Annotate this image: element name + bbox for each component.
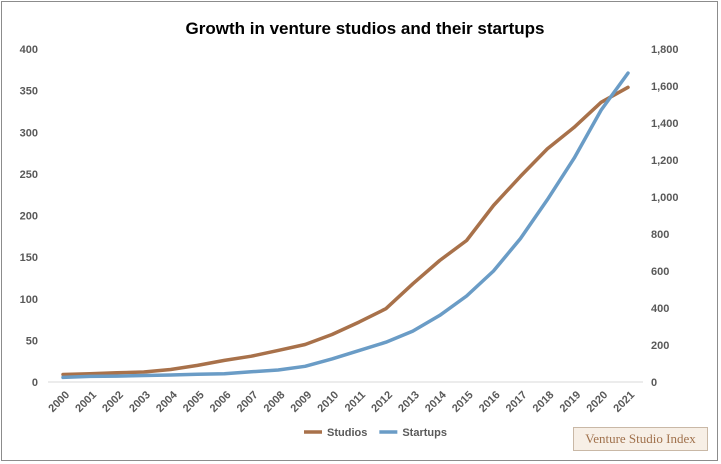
- y-right-tick-label: 1,000: [651, 192, 679, 204]
- x-tick-label: 2020: [584, 389, 610, 415]
- y-left-tick-label: 0: [32, 377, 38, 389]
- x-tick-label: 2009: [289, 389, 315, 415]
- y-left-tick-label: 150: [20, 252, 38, 264]
- x-tick-label: 2003: [127, 389, 153, 415]
- y-left-tick-label: 50: [26, 335, 38, 347]
- x-tick-label: 2004: [154, 388, 180, 414]
- y-left-tick-label: 200: [20, 211, 38, 223]
- x-tick-label: 2000: [46, 389, 72, 415]
- x-tick-label: 2011: [343, 389, 368, 414]
- y-left-tick-label: 400: [20, 44, 38, 56]
- watermark-logo: Venture Studio Index: [573, 427, 708, 451]
- chart-title: Growth in venture studios and their star…: [186, 19, 545, 38]
- x-tick-label: 2010: [315, 389, 341, 415]
- x-tick-label: 2018: [531, 389, 557, 415]
- x-tick-label: 2013: [396, 389, 422, 415]
- x-tick-label: 2007: [235, 389, 261, 415]
- x-tick-label: 2006: [208, 389, 234, 415]
- y-right-tick-label: 600: [651, 266, 669, 278]
- axes: 0 50 100 150 200 250 300 350 400 0 200 400 600 800 1,0…: [20, 44, 679, 415]
- x-tick-label: 2019: [558, 389, 584, 415]
- x-tick-label: 2014: [423, 388, 449, 414]
- x-tick-label: 2001: [73, 389, 99, 415]
- x-tick-label: 2002: [100, 389, 126, 415]
- series-line-studios: [61, 85, 630, 377]
- y-right-tick-label: 800: [651, 229, 669, 241]
- legend-label-startups: Startups: [402, 427, 447, 439]
- x-tick-label: 2017: [504, 389, 530, 415]
- y-left-tick-label: 250: [20, 169, 38, 181]
- y-left-tick-label: 350: [20, 86, 38, 98]
- y-right-tick-label: 200: [651, 340, 669, 352]
- y-right-tick-label: 1,200: [651, 155, 679, 167]
- x-tick-label: 2012: [369, 389, 395, 415]
- y-right-tick-label: 1,400: [651, 118, 679, 130]
- x-tick-label: 2015: [450, 389, 476, 415]
- y-right-tick-label: 1,800: [651, 44, 679, 56]
- x-tick-label: 2016: [477, 389, 503, 415]
- y-right-tick-label: 0: [651, 377, 657, 389]
- x-tick-label: 2008: [262, 389, 288, 415]
- x-tick-label: 2021: [611, 389, 637, 415]
- x-tick-label: 2005: [181, 389, 207, 415]
- legend-label-studios: Studios: [327, 427, 367, 439]
- y-left-tick-label: 100: [20, 294, 38, 306]
- legend: Studios Startups: [304, 427, 447, 439]
- y-right-tick-label: 1,600: [651, 81, 679, 93]
- series-line-startups: [61, 71, 630, 380]
- y-right-tick-label: 400: [651, 303, 669, 315]
- series-layer: [61, 71, 630, 380]
- y-left-tick-label: 300: [20, 127, 38, 139]
